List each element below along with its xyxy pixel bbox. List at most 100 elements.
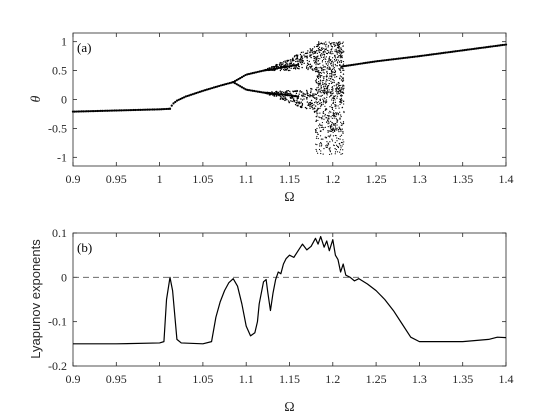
bifurcation-point xyxy=(332,131,334,134)
bifurcation-point xyxy=(326,114,328,117)
bifurcation-point xyxy=(284,60,286,62)
bifurcation-point xyxy=(314,69,316,71)
bifurcation-point xyxy=(324,85,326,87)
bifurcation-point xyxy=(287,100,290,102)
bifurcation-point xyxy=(322,71,324,73)
bifurcation-point xyxy=(339,117,341,119)
bifurcation-point xyxy=(314,107,316,110)
panel-a-label: (a) xyxy=(77,40,91,55)
bifurcation-point xyxy=(240,75,244,79)
bifurcation-point xyxy=(325,82,327,84)
panel-a-x-tick-label: 1.05 xyxy=(192,172,213,186)
bifurcation-point xyxy=(221,83,224,87)
bifurcation-point xyxy=(339,92,341,95)
bifurcation-point xyxy=(378,59,381,63)
bifurcation-point xyxy=(87,110,90,113)
bifurcation-point xyxy=(338,128,340,131)
bifurcation-point xyxy=(328,89,330,91)
bifurcation-point xyxy=(332,42,334,44)
bifurcation-point xyxy=(218,84,221,88)
bifurcation-point xyxy=(175,99,179,102)
bifurcation-point xyxy=(337,46,339,49)
bifurcation-point xyxy=(338,82,340,84)
bifurcation-point xyxy=(225,82,228,86)
bifurcation-point xyxy=(340,114,342,116)
bifurcation-point xyxy=(324,66,326,68)
bifurcation-point xyxy=(198,90,201,93)
bifurcation-point xyxy=(329,92,332,94)
bifurcation-point xyxy=(300,62,302,64)
bifurcation-point xyxy=(342,89,344,91)
bifurcation-point xyxy=(283,68,285,71)
bifurcation-point xyxy=(316,144,318,146)
bifurcation-point xyxy=(191,93,194,96)
bifurcation-point xyxy=(385,58,388,62)
bifurcation-point xyxy=(338,101,341,103)
bifurcation-point xyxy=(282,98,284,101)
bifurcation-point xyxy=(332,135,335,137)
bifurcation-point xyxy=(335,44,337,46)
panel-a-x-tick-label: 1.4 xyxy=(499,172,514,186)
bifurcation-point xyxy=(342,45,344,47)
bifurcation-point xyxy=(254,90,258,93)
bifurcation-point xyxy=(330,69,333,71)
bifurcation-point xyxy=(342,41,344,43)
bifurcation-point xyxy=(331,86,333,89)
bifurcation-point xyxy=(318,82,321,84)
bifurcation-point xyxy=(316,114,318,116)
bifurcation-point xyxy=(330,116,332,118)
bifurcation-point xyxy=(359,62,362,65)
bifurcation-point xyxy=(334,148,336,150)
bifurcation-point xyxy=(321,59,324,62)
bifurcation-point xyxy=(335,90,338,92)
bifurcation-point xyxy=(310,102,312,105)
bifurcation-point xyxy=(339,69,341,71)
bifurcation-point xyxy=(334,60,336,62)
bifurcation-point xyxy=(340,147,342,149)
bifurcation-point xyxy=(290,64,292,66)
bifurcation-point xyxy=(202,89,205,92)
bifurcation-point xyxy=(327,126,329,128)
bifurcation-point xyxy=(320,72,322,74)
bifurcation-point xyxy=(328,96,331,98)
bifurcation-point xyxy=(477,47,480,50)
bifurcation-point xyxy=(327,63,329,65)
bifurcation-point xyxy=(316,127,318,130)
bifurcation-point xyxy=(330,106,333,108)
bifurcation-point xyxy=(309,65,311,68)
bifurcation-point xyxy=(327,91,329,94)
panel-b-y-tick-label: 0 xyxy=(61,270,67,284)
bifurcation-point xyxy=(331,138,333,140)
bifurcation-point xyxy=(308,60,311,63)
bifurcation-point xyxy=(432,53,435,56)
bifurcation-point xyxy=(319,54,322,56)
bifurcation-point xyxy=(315,64,317,66)
bifurcation-point xyxy=(286,68,288,70)
bifurcation-point xyxy=(300,98,302,100)
panel-b-x-tick-label: 1.1 xyxy=(239,372,254,386)
bifurcation-point xyxy=(326,101,328,103)
bifurcation-point xyxy=(332,102,334,105)
bifurcation-point xyxy=(339,61,341,63)
bifurcation-point xyxy=(325,121,328,123)
bifurcation-point xyxy=(303,54,305,56)
bifurcation-point xyxy=(329,56,331,58)
bifurcation-point xyxy=(284,64,287,66)
bifurcation-point xyxy=(99,109,102,113)
bifurcation-point xyxy=(340,54,342,56)
bifurcation-point xyxy=(331,76,333,78)
bifurcation-point xyxy=(339,42,341,44)
panel-b-x-tick-label: 1.3 xyxy=(412,372,427,386)
bifurcation-point xyxy=(341,84,343,86)
bifurcation-point xyxy=(337,91,339,93)
bifurcation-point xyxy=(297,62,300,65)
bifurcation-point xyxy=(503,43,506,46)
bifurcation-point xyxy=(284,67,286,69)
bifurcation-point xyxy=(320,142,322,144)
bifurcation-point xyxy=(310,65,313,67)
bifurcation-point xyxy=(285,66,288,68)
bifurcation-point xyxy=(270,67,272,69)
bifurcation-point xyxy=(312,108,314,110)
bifurcation-point xyxy=(301,95,303,97)
bifurcation-point xyxy=(316,131,318,134)
